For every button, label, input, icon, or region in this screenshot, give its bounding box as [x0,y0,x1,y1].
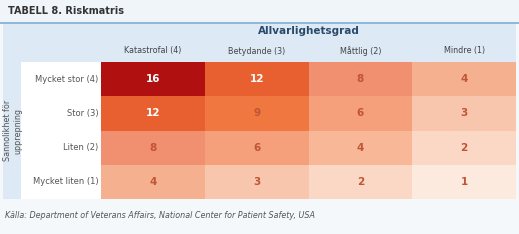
Bar [412,96,516,131]
Text: 12: 12 [146,108,160,118]
Text: 12: 12 [250,74,264,84]
Text: 16: 16 [146,74,160,84]
Bar [412,131,516,165]
Bar [1,22,519,23]
Bar [4,22,516,199]
Text: Liten (2): Liten (2) [63,143,98,152]
Bar [101,62,205,96]
Text: Mycket stor (4): Mycket stor (4) [35,75,98,84]
Text: 6: 6 [357,108,364,118]
Bar [205,96,309,131]
Text: Betydande (3): Betydande (3) [228,47,285,55]
Text: 6: 6 [253,143,261,153]
Text: 1: 1 [460,177,468,187]
Text: 8: 8 [357,74,364,84]
Bar [309,131,412,165]
Text: Allvarlighetsgrad: Allvarlighetsgrad [258,26,360,36]
Text: Stor (3): Stor (3) [67,109,98,118]
Bar [205,165,309,199]
Text: 4: 4 [149,177,157,187]
Text: 4: 4 [357,143,364,153]
Text: Katastrofal (4): Katastrofal (4) [125,47,182,55]
Bar [309,96,412,131]
Text: Källa: Department of Veterans Affairs, National Center for Patient Safety, USA: Källa: Department of Veterans Affairs, N… [5,212,316,220]
Text: Måttlig (2): Måttlig (2) [340,46,381,56]
Text: 2: 2 [460,143,468,153]
Text: 8: 8 [149,143,157,153]
Text: TABELL 8. Riskmatris: TABELL 8. Riskmatris [8,6,125,15]
Bar [309,165,412,199]
Bar [21,131,101,165]
Text: 9: 9 [253,108,261,118]
Bar [101,165,205,199]
Bar [412,165,516,199]
Bar [205,62,309,96]
Text: 2: 2 [357,177,364,187]
Text: Sannolikhet för
upprepning: Sannolikhet för upprepning [3,100,22,161]
Bar [205,131,309,165]
Text: 4: 4 [460,74,468,84]
Bar [1,0,519,22]
Text: 3: 3 [253,177,261,187]
Bar [21,62,101,96]
Bar [101,131,205,165]
Bar [309,62,412,96]
Text: Mycket liten (1): Mycket liten (1) [33,177,98,186]
Bar [21,165,101,199]
Text: 3: 3 [460,108,468,118]
Bar [101,96,205,131]
Bar [412,62,516,96]
Text: Mindre (1): Mindre (1) [444,47,485,55]
Bar [21,96,101,131]
